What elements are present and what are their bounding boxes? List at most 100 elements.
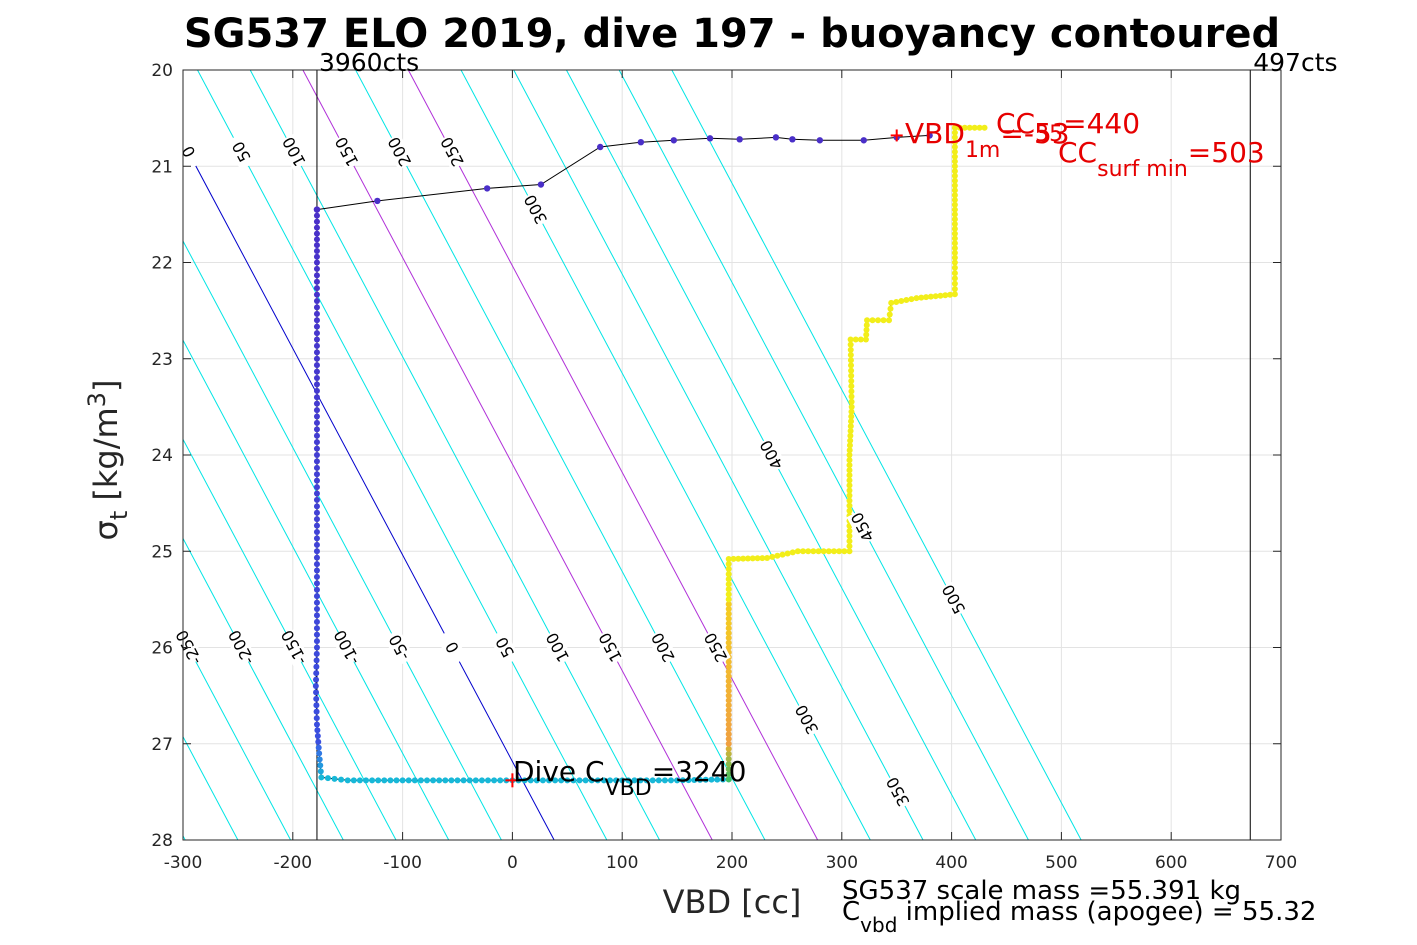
ascent-point — [725, 750, 732, 757]
descent-point — [313, 298, 320, 304]
ascent-point — [864, 317, 871, 324]
ascent-point — [725, 644, 732, 651]
ascent-point — [862, 336, 869, 343]
descent-point — [679, 777, 686, 784]
descent-point — [436, 777, 443, 784]
ascent-point — [735, 555, 742, 562]
descent-point — [313, 285, 320, 292]
ascent-point — [800, 548, 807, 555]
ascent-point — [869, 317, 876, 324]
ascent-point — [888, 299, 895, 306]
descent-point — [313, 503, 320, 510]
ascent-point — [846, 472, 853, 479]
ascent-point — [725, 658, 732, 665]
ascent-point — [951, 216, 958, 223]
ascent-point — [836, 548, 843, 555]
descent-point — [313, 625, 320, 632]
ascent-point — [749, 555, 756, 562]
ascent-point — [725, 731, 732, 738]
x-tick-label: 600 — [1155, 853, 1187, 873]
ascent-point — [759, 555, 766, 562]
contour-label-bg — [519, 191, 551, 228]
dive-cvbd-annotation: Dive CVBD=3240 — [513, 755, 746, 801]
ascent-point — [725, 687, 732, 694]
ascent-point — [848, 388, 855, 395]
descent-point — [313, 477, 320, 484]
descent-point — [570, 777, 577, 784]
ascent-point — [927, 293, 934, 300]
ascent-point — [951, 182, 958, 189]
descent-point — [491, 777, 498, 784]
ascent-point — [857, 336, 864, 343]
x-tick-label: 100 — [606, 853, 638, 873]
ascent-point — [863, 331, 870, 338]
ascent-point — [725, 692, 732, 699]
ascent-point — [961, 124, 968, 131]
ascent-point — [846, 452, 853, 458]
descent-point — [313, 580, 320, 587]
ascent-point — [725, 721, 732, 728]
descent-point — [313, 330, 320, 337]
surface-point — [706, 135, 714, 142]
descent-point — [313, 593, 320, 600]
surface-point — [537, 181, 545, 188]
descent-point — [719, 776, 726, 783]
descent-point — [350, 777, 357, 784]
contour-line — [183, 140, 555, 840]
ascent-point — [951, 291, 958, 298]
descent-point — [312, 683, 319, 689]
descent-point — [313, 452, 320, 458]
y-tick-label: 26 — [151, 639, 173, 659]
ascent-point — [848, 403, 855, 410]
axis-ticks: -300 -200 -100 0 100 200 300 400 500 600 700 20 21 22… — [151, 61, 1297, 873]
descent-point — [417, 777, 424, 784]
vbd-profile — [312, 124, 988, 788]
ascent-point — [820, 548, 827, 555]
ascent-point — [951, 163, 958, 170]
descent-point — [314, 733, 321, 740]
descent-point — [313, 439, 320, 446]
x-tick-label: -300 — [164, 853, 203, 873]
x-tick-label: 700 — [1265, 853, 1297, 873]
ascent-point — [951, 221, 958, 227]
ascent-point — [774, 552, 781, 559]
descent-point — [313, 304, 320, 311]
y-tick-label: 20 — [151, 61, 173, 81]
ascent-point — [725, 711, 732, 718]
descent-point — [313, 413, 320, 420]
descent-point — [313, 631, 320, 638]
ascent-point — [951, 129, 958, 136]
cc-35-main: CC — [996, 107, 1035, 140]
descent-point — [643, 777, 650, 784]
ascent-point — [846, 447, 853, 454]
ascent-point — [725, 576, 732, 583]
ascent-point — [847, 432, 854, 439]
cc-35-value: =440 — [1063, 107, 1140, 140]
descent-point — [313, 573, 320, 580]
ascent-point — [908, 296, 915, 303]
descent-point — [313, 471, 320, 478]
x-tick-label: -200 — [274, 853, 313, 873]
descent-point — [313, 670, 320, 677]
descent-point — [393, 777, 400, 784]
ascent-point — [725, 745, 732, 752]
descent-point — [313, 265, 320, 272]
contour-line — [671, 70, 1082, 840]
descent-point — [478, 777, 485, 784]
ascent-point — [725, 639, 732, 646]
ascent-point — [976, 124, 983, 131]
ascent-point — [725, 630, 732, 637]
descent-point — [588, 777, 595, 784]
ascent-point — [841, 548, 848, 555]
descent-point — [313, 342, 320, 349]
ascent-point — [898, 298, 905, 304]
descent-point — [702, 776, 709, 783]
descent-point — [313, 278, 320, 285]
ascent-point — [725, 726, 732, 733]
descent-point — [313, 484, 320, 491]
ascent-point — [951, 235, 958, 242]
descent-point — [442, 777, 449, 784]
contour-line — [0, 70, 80, 840]
descent-point — [619, 777, 626, 784]
descent-point — [313, 638, 320, 645]
